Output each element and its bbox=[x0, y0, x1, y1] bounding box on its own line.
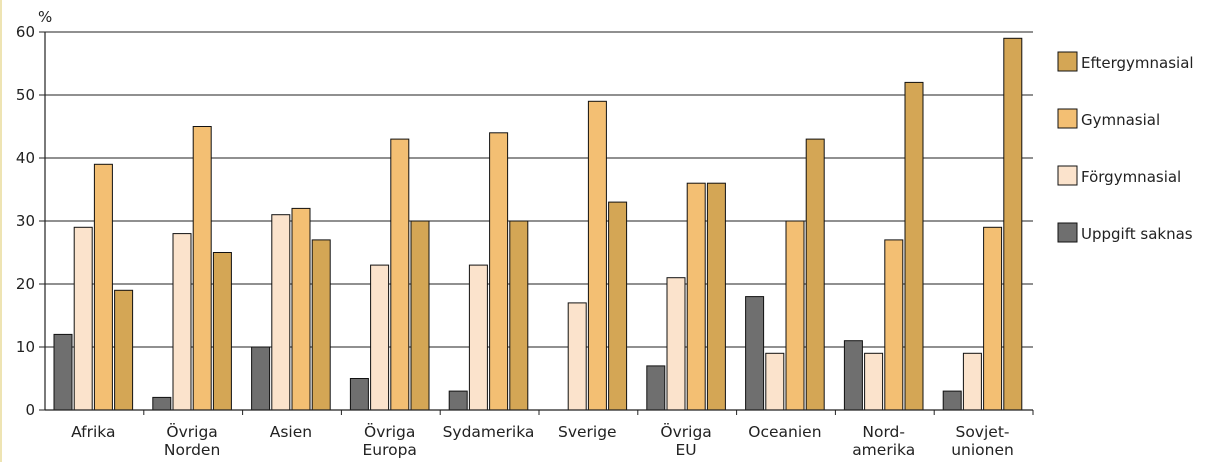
bar-uppgift-saknas-0 bbox=[53, 333, 73, 411]
bar-gymnasial-3 bbox=[390, 138, 410, 411]
x-category-label: Övriga Norden bbox=[164, 422, 220, 459]
bar-eftergymnasial-2 bbox=[311, 239, 331, 411]
bar-förgymnasial-3 bbox=[370, 264, 390, 411]
bar-förgymnasial-7 bbox=[765, 352, 785, 411]
bar-uppgift-saknas-9 bbox=[942, 390, 962, 411]
x-category-label: Afrika bbox=[71, 423, 115, 441]
x-category-label: Övriga EU bbox=[660, 422, 711, 459]
x-category-label: Sverige bbox=[558, 423, 617, 441]
legend-label: Gymnasial bbox=[1081, 111, 1160, 129]
bar-eftergymnasial-3 bbox=[410, 220, 430, 411]
bar-förgymnasial-2 bbox=[271, 214, 291, 411]
bar-gymnasial-4 bbox=[489, 132, 509, 411]
bar-förgymnasial-0 bbox=[73, 226, 93, 411]
x-category-label: Asien bbox=[270, 423, 312, 441]
bar-gymnasial-1 bbox=[192, 126, 212, 411]
legend-swatch bbox=[1057, 222, 1078, 243]
bars bbox=[53, 37, 1023, 411]
bar-förgymnasial-8 bbox=[864, 352, 884, 411]
y-tick-label: 50 bbox=[16, 86, 35, 104]
bar-eftergymnasial-6 bbox=[706, 182, 726, 411]
legend-label: Förgymnasial bbox=[1081, 168, 1181, 186]
x-axis-labels: Afrika Övriga Norden Asien Övriga Europa Sydam… bbox=[71, 422, 1014, 459]
x-category-label: Oceanien bbox=[748, 423, 821, 441]
y-tick-label: 20 bbox=[16, 275, 35, 293]
legend-label: Eftergymnasial bbox=[1081, 54, 1194, 72]
y-tick-label: 40 bbox=[16, 149, 35, 167]
legend-swatch bbox=[1057, 108, 1078, 129]
legend-swatch bbox=[1057, 51, 1078, 72]
y-tick-label: 30 bbox=[16, 212, 35, 230]
bar-eftergymnasial-4 bbox=[509, 220, 529, 411]
y-tick-label: 10 bbox=[16, 338, 35, 356]
x-category-label: Sovjet-unionen bbox=[951, 423, 1014, 459]
bar-eftergymnasial-5 bbox=[608, 201, 628, 411]
bar-gymnasial-5 bbox=[587, 100, 607, 411]
bar-gymnasial-2 bbox=[291, 207, 311, 411]
bar-uppgift-saknas-2 bbox=[251, 346, 271, 411]
bar-gymnasial-6 bbox=[686, 182, 706, 411]
bar-uppgift-saknas-3 bbox=[349, 378, 369, 411]
bar-gymnasial-7 bbox=[785, 220, 805, 411]
bar-uppgift-saknas-8 bbox=[843, 340, 863, 411]
bar-förgymnasial-9 bbox=[962, 352, 982, 411]
legend-label: Uppgift saknas bbox=[1081, 225, 1193, 243]
bar-gymnasial-0 bbox=[93, 163, 113, 411]
axes bbox=[44, 32, 1034, 415]
bar-uppgift-saknas-6 bbox=[646, 365, 666, 411]
bar-gymnasial-9 bbox=[983, 226, 1003, 411]
bar-uppgift-saknas-1 bbox=[152, 396, 172, 411]
bar-uppgift-saknas-4 bbox=[448, 390, 468, 411]
bar-eftergymnasial-0 bbox=[114, 289, 134, 411]
x-category-label: Sydamerika bbox=[443, 423, 535, 441]
bar-förgymnasial-6 bbox=[666, 277, 686, 411]
x-category-label: Övriga Europa bbox=[362, 422, 416, 459]
y-axis-ticks: 0 10 20 30 40 50 60 bbox=[16, 23, 45, 419]
y-tick-label: 60 bbox=[16, 23, 35, 41]
bar-förgymnasial-5 bbox=[567, 302, 587, 411]
bar-eftergymnasial-7 bbox=[805, 138, 825, 411]
bar-förgymnasial-1 bbox=[172, 233, 192, 411]
bar-förgymnasial-4 bbox=[468, 264, 488, 411]
bar-gymnasial-8 bbox=[884, 239, 904, 411]
bar-eftergymnasial-8 bbox=[904, 81, 924, 411]
x-category-label: Nord-amerika bbox=[852, 423, 915, 459]
bar-eftergymnasial-1 bbox=[212, 252, 232, 411]
y-tick-label: 0 bbox=[25, 401, 35, 419]
bar-uppgift-saknas-7 bbox=[745, 296, 765, 411]
y-axis-unit-label: % bbox=[38, 8, 52, 26]
bar-eftergymnasial-9 bbox=[1003, 37, 1023, 411]
legend-swatch bbox=[1057, 165, 1078, 186]
legend: Eftergymnasial Gymnasial Förgymnasial Uppgi… bbox=[1057, 51, 1194, 243]
